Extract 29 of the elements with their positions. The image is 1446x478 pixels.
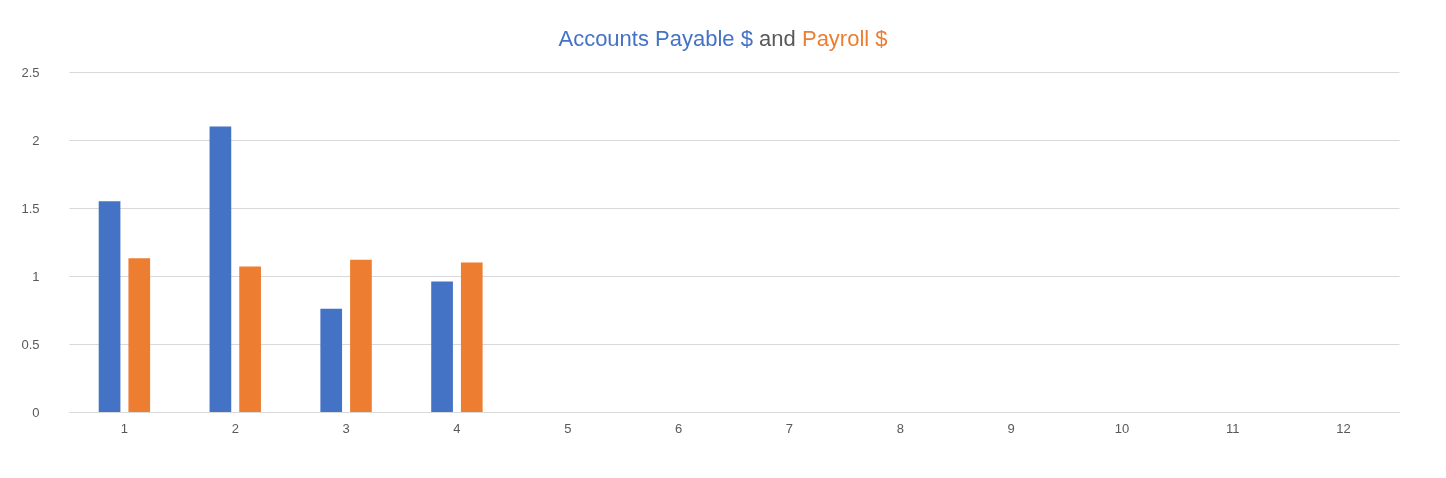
bar [460,262,483,412]
x-tick-label: 8 [896,420,904,436]
x-tick-label: 7 [785,420,794,436]
x-tick-label: 1 [120,420,129,436]
x-tick-label: 10 [1114,420,1130,436]
x-tick-label: 3 [342,420,350,436]
y-tick-label: 2 [32,132,40,148]
x-tick-label: 4 [453,420,461,436]
x-tick-label: 12 [1336,420,1351,436]
text: and [759,26,796,52]
x-tick-label: 11 [1226,420,1240,436]
bar [128,258,151,412]
x-tick-label: 9 [1007,420,1015,436]
y-tick-label: 2.5 [21,64,40,80]
y-tick-label: 0.5 [21,336,40,352]
text: Payroll $ [801,26,888,52]
bar [350,259,372,412]
y-tick-label: 1 [32,268,40,284]
text: Accounts Payable $ [558,26,753,52]
bar [320,308,343,412]
x-tick-label: 5 [564,420,572,436]
y-tick-label: 1.5 [21,200,40,216]
y-tick-label: 0 [32,404,40,420]
bar [431,281,453,412]
bar [98,201,121,412]
bar [209,126,232,412]
x-tick-label: 6 [674,420,683,436]
x-tick-label: 2 [231,420,239,436]
bar [239,266,261,412]
